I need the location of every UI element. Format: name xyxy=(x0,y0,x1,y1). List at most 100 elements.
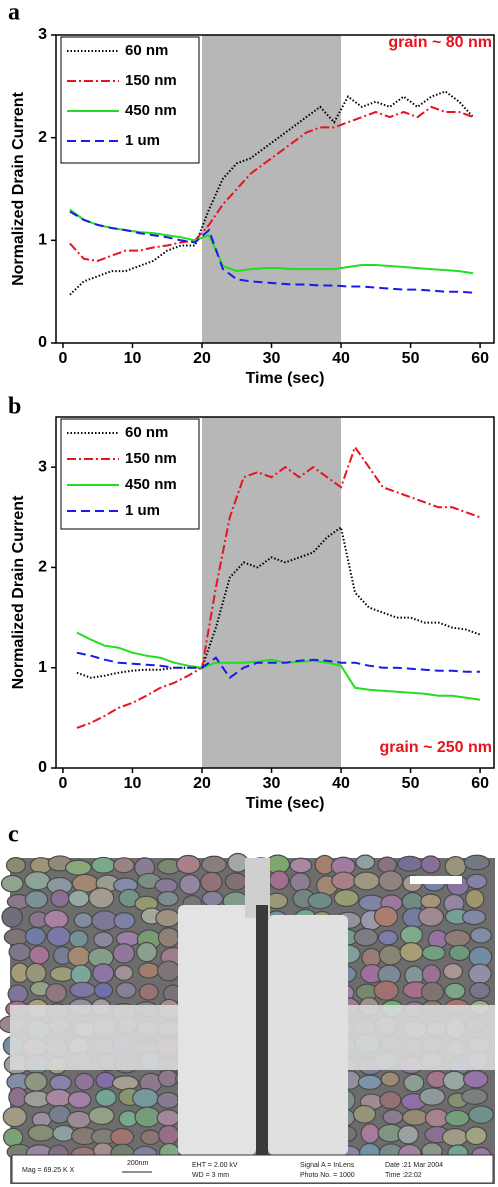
grain xyxy=(156,1109,180,1127)
grain xyxy=(397,1124,419,1145)
grain xyxy=(28,945,50,965)
y-tick-label: 3 xyxy=(38,458,47,475)
x-tick-label: 20 xyxy=(193,350,211,367)
legend-label: 150 nm xyxy=(125,72,177,89)
info-text: Mag = 69.25 K X xyxy=(22,1167,75,1174)
grain xyxy=(45,983,68,1003)
x-axis-label: Time (sec) xyxy=(246,795,325,812)
grain xyxy=(444,1109,470,1127)
y-tick-label: 2 xyxy=(38,559,47,576)
grain xyxy=(132,1088,159,1109)
grain xyxy=(112,943,136,964)
grain xyxy=(179,874,201,895)
grain xyxy=(269,870,290,890)
panel-label: b xyxy=(8,394,21,420)
grain xyxy=(201,890,224,907)
grain xyxy=(112,857,135,874)
series-line xyxy=(69,105,474,262)
grain xyxy=(8,942,31,962)
grain xyxy=(24,890,49,909)
grain xyxy=(73,912,93,929)
electrode xyxy=(178,905,256,1155)
grain xyxy=(158,1124,180,1145)
grain xyxy=(109,1127,135,1146)
grain xyxy=(49,1074,72,1092)
grain xyxy=(403,1073,425,1093)
grain xyxy=(448,944,471,962)
grain xyxy=(331,871,357,891)
info-text: Signal A = InLens xyxy=(300,1162,355,1169)
x-tick-label: 50 xyxy=(402,775,420,792)
grain xyxy=(465,888,485,909)
grain xyxy=(27,1124,55,1142)
x-tick-label: 30 xyxy=(263,350,281,367)
x-tick-label: 60 xyxy=(471,350,489,367)
grain xyxy=(466,873,488,890)
grain xyxy=(66,1110,92,1129)
grain xyxy=(64,859,92,876)
grain xyxy=(373,906,399,928)
grain xyxy=(52,1124,75,1142)
grain xyxy=(400,925,424,945)
series-line xyxy=(76,631,481,701)
x-tick-label: 40 xyxy=(332,775,350,792)
series-line xyxy=(69,210,474,294)
grain xyxy=(379,1091,402,1110)
info-text: Date :21 Mar 2004 xyxy=(385,1162,443,1169)
grain xyxy=(378,870,404,892)
info-text: EHT = 2.00 kV xyxy=(192,1162,238,1169)
y-tick-label: 1 xyxy=(38,659,47,676)
grain xyxy=(382,1109,404,1125)
grain xyxy=(307,892,333,910)
grain xyxy=(24,927,47,946)
grain xyxy=(463,854,490,871)
grain xyxy=(333,889,360,907)
grain xyxy=(441,1128,469,1147)
grain xyxy=(67,889,90,908)
grain xyxy=(352,1104,377,1124)
grain xyxy=(93,931,114,948)
grain xyxy=(397,855,423,872)
grain xyxy=(113,912,136,930)
x-tick-label: 0 xyxy=(58,775,67,792)
x-tick-label: 50 xyxy=(402,350,420,367)
x-tick-label: 40 xyxy=(332,350,350,367)
info-bar xyxy=(11,1154,494,1184)
grain xyxy=(373,980,399,1001)
grain xyxy=(45,1088,72,1108)
grain xyxy=(93,982,114,999)
shaded-region xyxy=(202,35,342,343)
series-line xyxy=(76,651,481,680)
grain xyxy=(401,1108,429,1126)
grain xyxy=(200,871,223,893)
x-axis-label: Time (sec) xyxy=(246,370,325,387)
grain xyxy=(156,1091,180,1109)
grain xyxy=(138,962,160,979)
series-line xyxy=(76,525,481,679)
grain xyxy=(353,871,380,891)
grain xyxy=(418,1087,446,1106)
grain xyxy=(442,962,463,980)
y-tick-label: 0 xyxy=(38,759,47,776)
grain xyxy=(134,1106,161,1128)
grain xyxy=(157,927,180,948)
grain xyxy=(289,872,311,892)
grain xyxy=(421,964,442,985)
grain xyxy=(88,887,115,909)
grain xyxy=(289,857,313,874)
legend-label: 1 um xyxy=(125,502,160,519)
grain xyxy=(24,871,51,891)
info-text: WD = 3 mm xyxy=(192,1172,229,1179)
scale-bar xyxy=(410,876,462,884)
grain xyxy=(462,1070,489,1089)
grain xyxy=(92,963,115,984)
grain xyxy=(46,926,72,947)
x-tick-label: 30 xyxy=(263,775,281,792)
y-axis-label: Normalized Drain Current xyxy=(10,91,27,285)
annotation: grain ~ 80 nm xyxy=(388,34,492,51)
electrode xyxy=(268,915,348,1155)
info-text: 200nm xyxy=(127,1160,149,1167)
grain xyxy=(115,981,137,999)
grain xyxy=(111,1075,139,1091)
